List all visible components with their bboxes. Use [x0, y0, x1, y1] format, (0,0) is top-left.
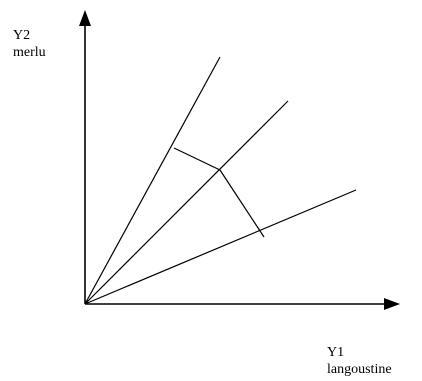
y-axis-label-line1: Y2 — [13, 28, 31, 43]
y-axis-label-line2: merlu — [13, 45, 46, 60]
ray-steep — [84, 56, 221, 305]
x-axis-label-line2: langoustine — [327, 362, 392, 377]
ray-middle — [84, 100, 289, 305]
y-axis-label: Y2 merlu — [13, 27, 46, 61]
ray-shallow — [84, 189, 357, 305]
cross-segment-upper — [173, 147, 221, 171]
x-axis-label: Y1 langoustine — [327, 344, 392, 378]
x-axis-label-line1: Y1 — [327, 345, 345, 360]
y-axis-arrowhead — [79, 10, 91, 26]
x-axis-arrowhead — [384, 298, 400, 310]
cross-segment-lower — [219, 169, 265, 238]
